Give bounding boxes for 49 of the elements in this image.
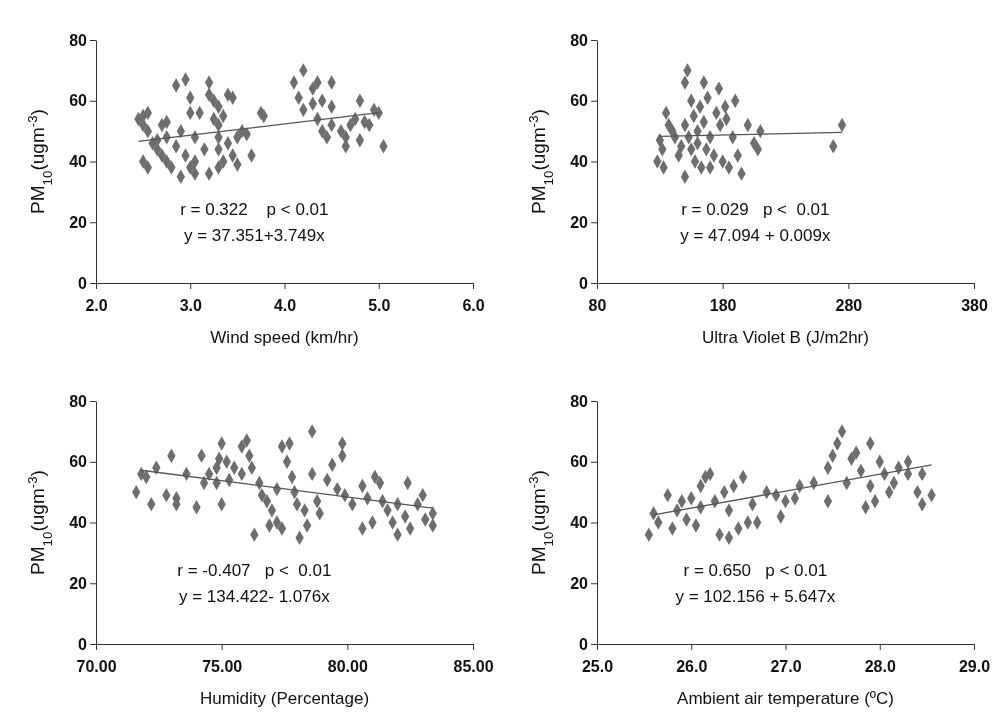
- x-tick-label: 5.0: [368, 297, 391, 315]
- y-tick-label: 0: [579, 635, 589, 653]
- x-tick-label: 280: [835, 297, 863, 315]
- annotation: y = 102.156 + 5.647x: [675, 586, 836, 606]
- x-tick-label: 27.0: [770, 658, 802, 676]
- x-axis-title: Ambient air temperature (ºC): [677, 689, 894, 708]
- x-axis-title: Wind speed (km/hr): [210, 328, 359, 347]
- annotation: y = 37.351+3.749x: [183, 225, 326, 245]
- x-tick-label: 3.0: [179, 297, 202, 315]
- y-tick-label: 40: [570, 153, 589, 171]
- annotation: r = 0.322 p < 0.01: [180, 199, 329, 219]
- y-tick-label: 0: [579, 274, 589, 292]
- y-tick-label: 60: [570, 92, 589, 110]
- y-tick-label: 80: [570, 31, 589, 49]
- y-tick-label: 20: [570, 213, 589, 231]
- annotation: y = 47.094 + 0.009x: [680, 225, 831, 245]
- x-tick-label: 75.00: [202, 658, 243, 676]
- annotation: r = -0.407 p < 0.01: [177, 560, 332, 580]
- x-axis-title: Humidity (Percentage): [199, 689, 370, 708]
- x-tick-label: 180: [709, 297, 737, 315]
- y-tick-label: 20: [69, 213, 88, 231]
- y-tick-label: 0: [78, 635, 88, 653]
- x-tick-label: 29.0: [958, 658, 991, 676]
- x-tick-label: 25.0: [581, 658, 614, 676]
- y-tick-label: 80: [570, 392, 589, 410]
- x-tick-label: 70.00: [76, 658, 117, 676]
- y-tick-label: 60: [69, 453, 88, 471]
- y-tick-label: 40: [69, 153, 88, 171]
- y-tick-label: 40: [570, 514, 589, 532]
- x-tick-label: 380: [961, 297, 988, 315]
- x-tick-label: 2.0: [85, 297, 108, 315]
- x-tick-label: 6.0: [462, 297, 485, 315]
- y-tick-label: 60: [69, 92, 88, 110]
- x-tick-label: 28.0: [864, 658, 896, 676]
- y-tick-label: 20: [570, 574, 589, 592]
- y-tick-label: 80: [69, 392, 88, 410]
- annotation: r = 0.029 p < 0.01: [681, 199, 830, 219]
- x-tick-label: 85.00: [453, 658, 494, 676]
- y-tick-label: 20: [69, 574, 88, 592]
- x-tick-label: 26.0: [676, 658, 708, 676]
- y-tick-label: 0: [78, 274, 88, 292]
- y-tick-label: 60: [570, 453, 589, 471]
- y-tick-label: 80: [69, 31, 88, 49]
- x-tick-label: 80.00: [327, 658, 368, 676]
- y-tick-label: 40: [69, 514, 88, 532]
- x-tick-label: 4.0: [273, 297, 297, 315]
- annotation: r = 0.650 p < 0.01: [683, 560, 828, 580]
- x-axis-title: Ultra Violet B (J/m2hr): [702, 328, 869, 347]
- annotation: y = 134.422- 1.076x: [178, 586, 331, 606]
